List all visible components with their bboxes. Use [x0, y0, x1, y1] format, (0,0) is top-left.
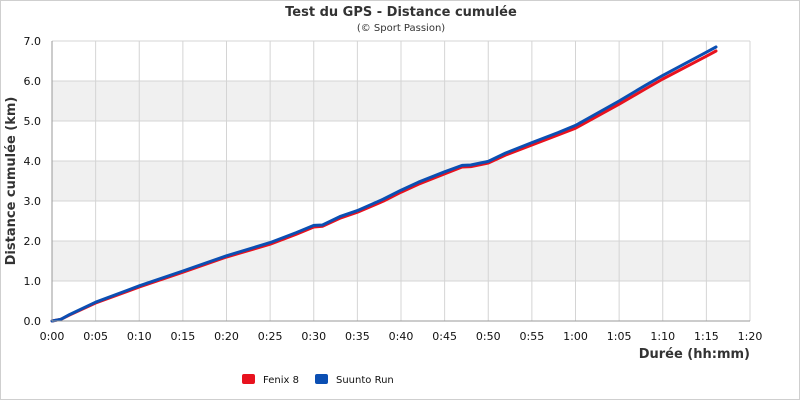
tick-labels: 0:00 0:05 0:10 0:15 0:20 0:25 0:30 0:35 0:40 0:45…	[24, 35, 763, 343]
chart-title: Test du GPS - Distance cumulée	[285, 5, 517, 20]
legend: Fenix 8 Suunto Run	[242, 374, 394, 386]
y-tick-label: 1.0	[24, 275, 42, 288]
legend-swatch-suunto-run[interactable]	[315, 374, 328, 384]
y-axis-title: Distance cumulée (km)	[4, 97, 19, 266]
y-tick-label: 5.0	[24, 115, 42, 128]
legend-swatch-fenix-8[interactable]	[242, 374, 255, 384]
x-tick-label: 0:00	[40, 330, 65, 343]
y-tick-label: 7.0	[24, 35, 42, 48]
chart-subtitle: (© Sport Passion)	[357, 23, 445, 34]
x-tick-label: 0:05	[83, 330, 108, 343]
x-tick-label: 0:35	[345, 330, 370, 343]
y-tick-label: 2.0	[24, 235, 42, 248]
x-tick-label: 1:15	[694, 330, 719, 343]
axes	[51, 41, 750, 322]
x-tick-label: 0:20	[214, 330, 239, 343]
x-tick-label: 1:05	[607, 330, 632, 343]
y-tick-label: 6.0	[24, 75, 42, 88]
legend-label-fenix-8[interactable]: Fenix 8	[263, 375, 299, 386]
x-tick-label: 0:55	[520, 330, 545, 343]
x-tick-label: 0:25	[258, 330, 283, 343]
x-tick-label: 0:30	[301, 330, 326, 343]
x-tick-label: 0:50	[476, 330, 501, 343]
x-tick-label: 1:00	[563, 330, 588, 343]
y-tick-label: 4.0	[24, 155, 42, 168]
x-tick-label: 0:40	[389, 330, 414, 343]
y-tick-label: 3.0	[24, 195, 42, 208]
x-tick-label: 1:10	[650, 330, 675, 343]
x-axis-title: Durée (hh:mm)	[639, 347, 750, 362]
x-tick-label: 0:15	[171, 330, 196, 343]
y-tick-label: 0.0	[24, 315, 42, 328]
x-tick-label: 0:45	[432, 330, 457, 343]
x-tick-label: 0:10	[127, 330, 152, 343]
series-line-suunto-run[interactable]	[50, 45, 718, 323]
legend-label-suunto-run[interactable]: Suunto Run	[336, 375, 394, 386]
series-lines	[50, 45, 718, 323]
x-tick-label: 1:20	[738, 330, 763, 343]
